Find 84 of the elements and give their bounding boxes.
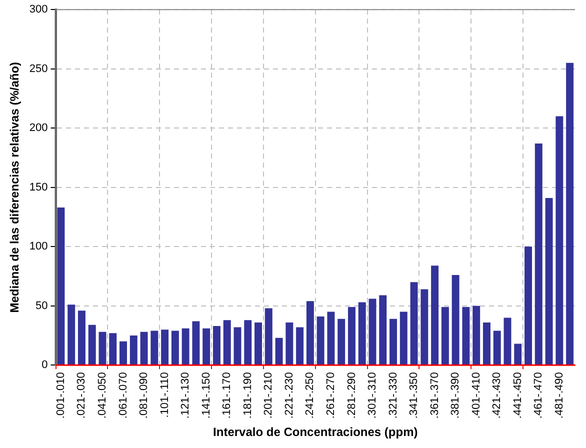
bar (316, 316, 324, 365)
bar (462, 307, 470, 365)
bar (545, 198, 553, 365)
bar (556, 116, 564, 365)
x-tick-label: .441-.450 (512, 372, 524, 419)
x-tick-label: .261-.270 (324, 372, 337, 419)
x-tick-label: .161-.170 (221, 372, 234, 419)
bar (400, 312, 408, 365)
bar (379, 295, 387, 365)
x-tick-label: .201-.210 (262, 372, 275, 419)
bar (296, 327, 304, 365)
bar (161, 330, 169, 365)
x-tick-label: .381-.390 (450, 372, 462, 419)
y-tick-label: 150 (29, 181, 48, 194)
bar (234, 327, 242, 365)
bar (286, 322, 294, 365)
x-tick-label: .241-.250 (304, 372, 316, 419)
x-tick-label: .141-.150 (200, 372, 212, 419)
bar (57, 208, 65, 365)
bar (254, 322, 262, 365)
bar (150, 330, 158, 365)
bar (566, 62, 574, 365)
bar (120, 341, 127, 365)
bar (431, 266, 439, 365)
bar (68, 304, 76, 365)
bar (244, 320, 252, 365)
bar (338, 318, 346, 365)
bar (275, 338, 283, 365)
bar (130, 335, 138, 365)
x-tick-label: .221-.230 (283, 372, 296, 419)
x-tick-label: .081-.090 (138, 372, 150, 419)
y-tick-label: 250 (29, 62, 48, 75)
bar (223, 320, 231, 365)
y-axis-title: Mediana de las diferencias relativas (%/año) (8, 62, 22, 313)
y-tick-label: 0 (42, 359, 48, 372)
bar (534, 144, 542, 365)
x-tick-label: .341-.350 (408, 372, 420, 419)
bar (524, 246, 532, 365)
bar (358, 302, 366, 365)
y-tick-label: 200 (29, 122, 48, 134)
bar (482, 322, 490, 365)
x-tick-label: .401-.410 (470, 372, 482, 419)
bar (212, 326, 220, 365)
x-tick-label: .121-.130 (180, 372, 192, 419)
bar (390, 318, 397, 365)
bar (192, 321, 200, 365)
bar (98, 332, 106, 365)
bar (88, 324, 96, 365)
bar (140, 332, 148, 365)
bar (348, 307, 356, 365)
x-tick-label: .101-.110 (158, 372, 171, 418)
x-axis-title: Intervalo de Concentraciones (ppm) (213, 425, 418, 440)
x-tick-label: .001-.010 (54, 372, 67, 419)
bar (368, 298, 376, 365)
bar (504, 318, 512, 365)
bar (410, 282, 418, 365)
x-tick-label: .061-.070 (117, 372, 130, 419)
x-tick-label: .461-.470 (532, 372, 545, 419)
bar (306, 301, 314, 365)
bar (327, 312, 335, 365)
bar (78, 310, 86, 365)
x-tick-label: .361-.370 (428, 372, 441, 419)
bar (171, 330, 179, 365)
x-tick-label: .281-.290 (346, 372, 358, 419)
bar (109, 333, 117, 365)
bar (493, 330, 501, 365)
y-tick-label: 100 (29, 240, 48, 253)
bar (202, 328, 210, 365)
bar (472, 306, 480, 365)
x-tick-label: .021-.030 (76, 372, 88, 419)
bar (452, 275, 460, 365)
bar (514, 344, 522, 365)
x-tick-label: .181-.190 (242, 372, 254, 419)
x-tick-label: .481-.490 (553, 372, 566, 419)
x-tick-label: .421-.430 (491, 372, 504, 419)
x-tick-label: .301-.310 (366, 372, 379, 419)
bar (182, 328, 190, 365)
bar (264, 308, 272, 365)
x-tick-label: .041-.050 (96, 372, 109, 419)
y-tick-label: 300 (29, 4, 48, 16)
x-tick-label: .321-.330 (387, 372, 400, 419)
y-tick-label: 50 (36, 300, 48, 312)
bar (420, 289, 428, 365)
bar (441, 307, 449, 365)
